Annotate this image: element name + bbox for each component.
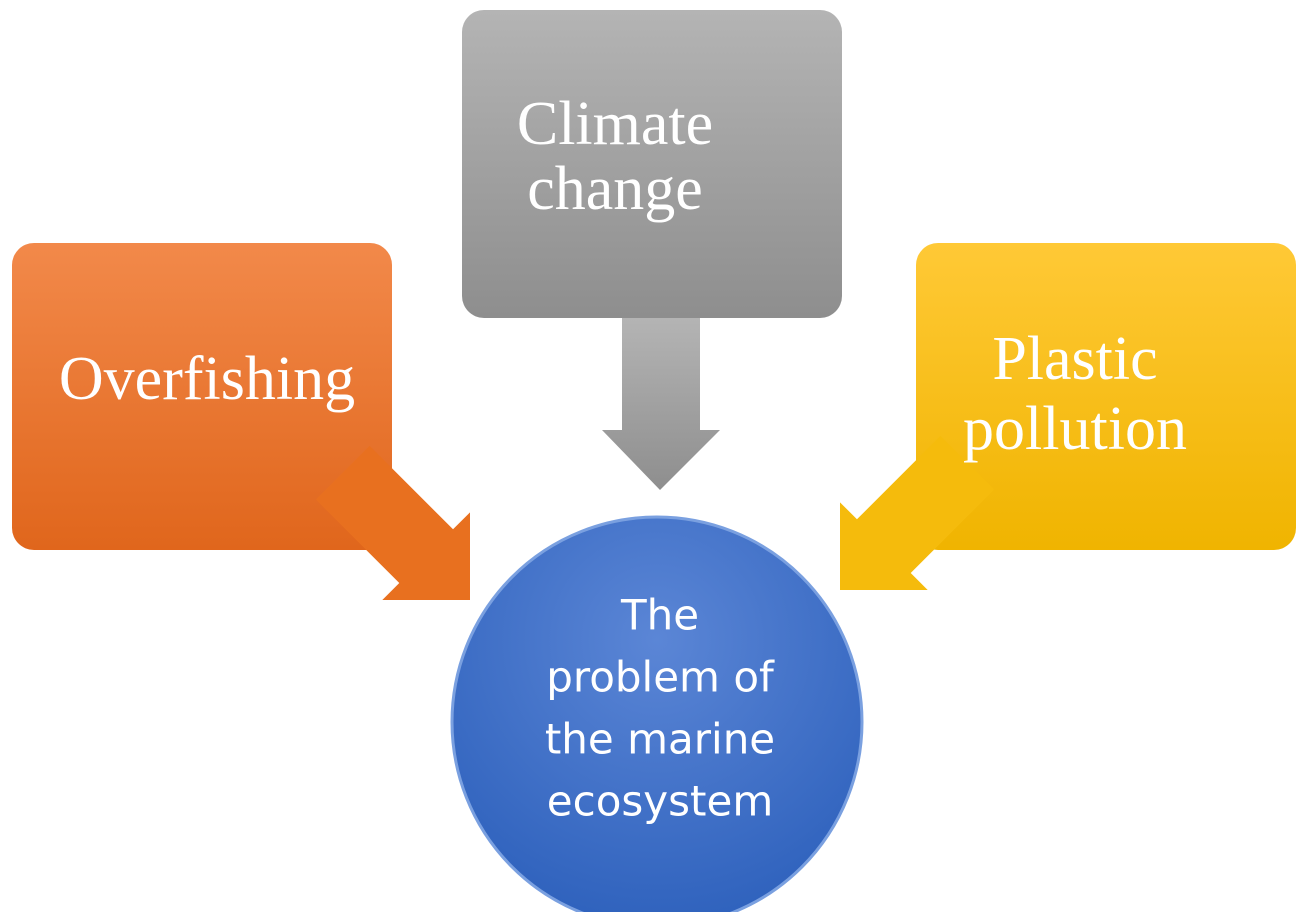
node-label: Overfishing bbox=[59, 345, 355, 413]
node-label: The bbox=[620, 591, 699, 640]
node-label: Climate bbox=[517, 90, 713, 158]
node-label: Plastic bbox=[992, 325, 1157, 393]
node-label: pollution bbox=[963, 395, 1187, 463]
node-label: problem of bbox=[546, 653, 775, 702]
overfishing-box bbox=[12, 243, 392, 550]
node-label: the marine bbox=[545, 715, 775, 764]
arrow bbox=[840, 435, 995, 590]
arrow bbox=[602, 318, 720, 490]
node-label: ecosystem bbox=[547, 777, 773, 826]
plastic-box bbox=[916, 243, 1296, 550]
climate-box bbox=[462, 10, 842, 318]
arrow bbox=[315, 445, 470, 600]
node-label: change bbox=[527, 155, 703, 223]
ecosystem-circle bbox=[450, 515, 864, 912]
